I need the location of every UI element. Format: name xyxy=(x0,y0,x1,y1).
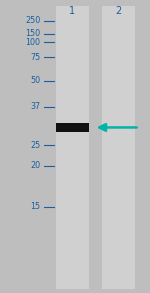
Text: 50: 50 xyxy=(30,76,40,85)
Text: 25: 25 xyxy=(30,141,40,149)
Text: 150: 150 xyxy=(25,29,40,38)
Bar xyxy=(56,6,88,289)
Text: 2: 2 xyxy=(115,6,122,16)
Bar xyxy=(56,123,89,132)
Text: 20: 20 xyxy=(30,161,40,170)
Text: 15: 15 xyxy=(30,202,40,211)
Text: 75: 75 xyxy=(30,53,40,62)
Text: 37: 37 xyxy=(30,103,40,111)
Text: 1: 1 xyxy=(69,6,75,16)
Text: 100: 100 xyxy=(26,38,40,47)
Text: 250: 250 xyxy=(25,16,40,25)
Bar xyxy=(102,6,135,289)
